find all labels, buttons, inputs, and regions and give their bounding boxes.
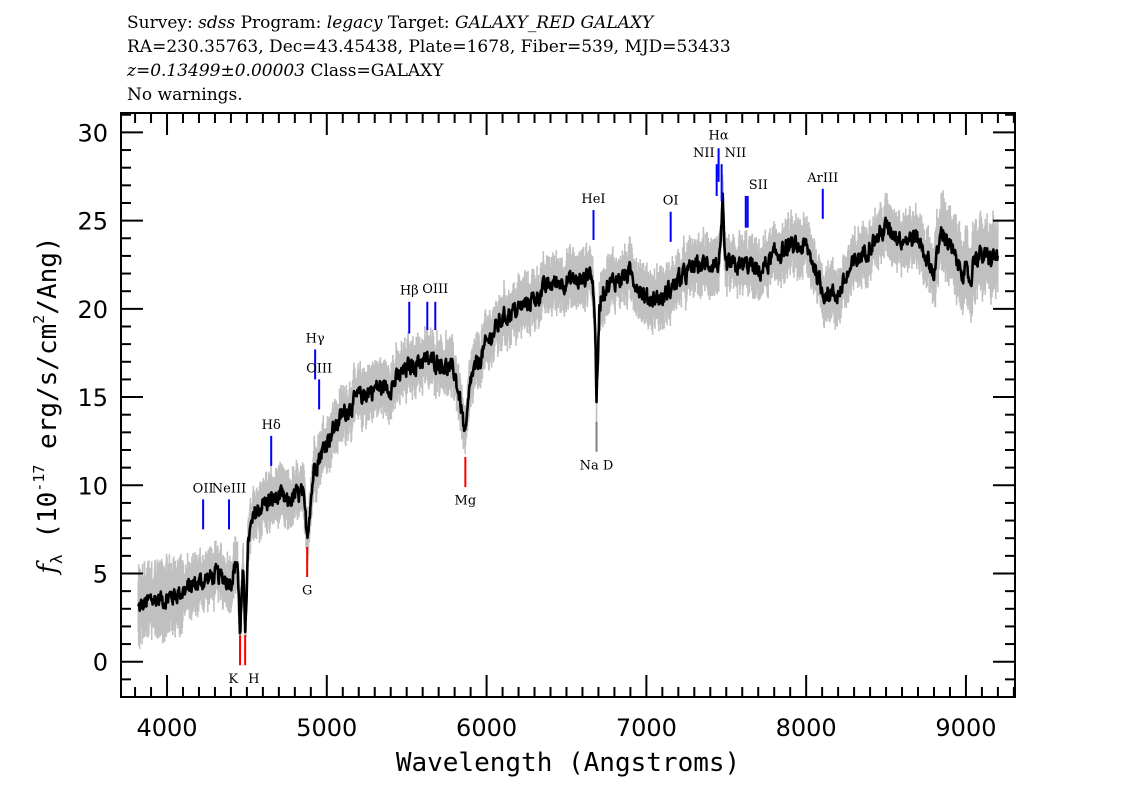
y-tick-label: 25 <box>77 208 108 236</box>
header-line-3: z=0.13499±0.00003 Class=GALAXY <box>126 61 444 81</box>
y-tick-label: 20 <box>77 296 108 324</box>
header-line-2: RA=230.35763, Dec=43.45438, Plate=1678, … <box>127 37 731 57</box>
header-line-4: No warnings. <box>127 85 243 105</box>
line-label: NeIII <box>212 481 246 496</box>
y-tick-label: 15 <box>77 384 108 412</box>
line-label: OIII <box>306 361 332 376</box>
line-label: ArIII <box>806 171 838 186</box>
line-label: OII <box>193 481 214 496</box>
y-tick-label: 5 <box>93 560 108 588</box>
header: Survey: sdss Program: legacy Target: GAL… <box>126 13 731 105</box>
line-label: Na D <box>580 458 614 473</box>
y-tick-label: 0 <box>93 649 108 677</box>
line-label: OI <box>663 194 679 209</box>
y-axis-label: fλ (10-17 erg/s/cm2/Ang) <box>30 236 66 575</box>
y-tick-labels: 0 5 10 15 20 25 30 <box>77 119 108 676</box>
y-tick-label: 10 <box>77 472 108 500</box>
x-tick-label: 9000 <box>935 714 996 742</box>
x-tick-labels: 4000 5000 6000 7000 8000 9000 <box>136 714 996 742</box>
axis-ticks <box>121 113 1015 698</box>
line-label: K <box>228 672 238 687</box>
x-tick-label: 8000 <box>776 714 837 742</box>
x-axis-label: Wavelength (Angstroms) <box>396 748 740 778</box>
flux-line <box>137 192 999 635</box>
x-tick-label: 4000 <box>136 714 197 742</box>
line-label: Mg <box>455 494 477 509</box>
y-tick-label: 30 <box>77 119 108 147</box>
x-tick-label: 5000 <box>296 714 357 742</box>
line-label: Hδ <box>262 418 281 433</box>
line-label: NII <box>693 146 715 161</box>
plot-frame <box>120 112 1016 698</box>
line-label: Hβ <box>400 284 419 299</box>
header-line-1: Survey: sdss Program: legacy Target: GAL… <box>127 13 655 33</box>
line-label: HeI <box>581 192 605 207</box>
line-label: OIII <box>422 282 448 297</box>
x-tick-label: 7000 <box>616 714 677 742</box>
line-label: NII <box>725 146 747 161</box>
x-tick-label: 6000 <box>456 714 517 742</box>
line-label: G <box>302 584 312 599</box>
line-label: Hγ <box>306 331 325 346</box>
line-label: Hα <box>709 128 729 143</box>
line-label: H <box>248 672 259 687</box>
line-label: SII <box>749 178 768 193</box>
